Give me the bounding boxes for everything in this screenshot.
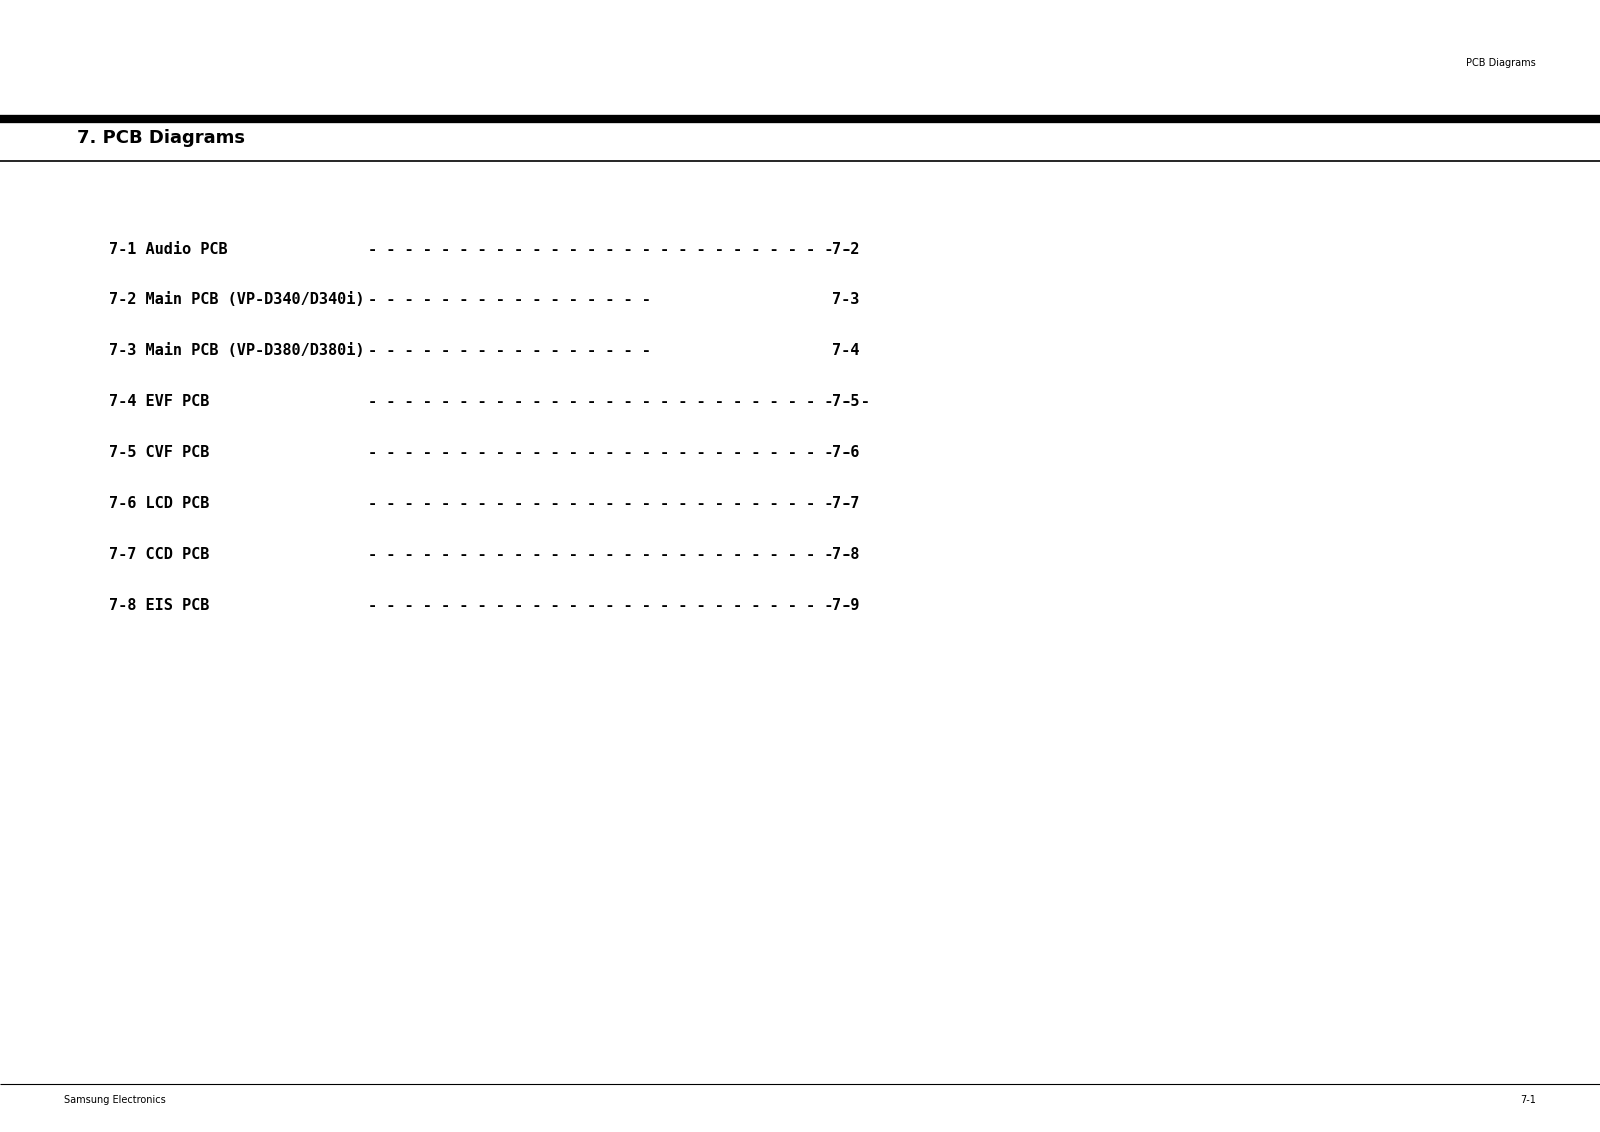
Text: - - - - - - - - - - - - - - - - - - - - - - - - - - - -: - - - - - - - - - - - - - - - - - - - - … — [368, 394, 870, 410]
Text: 7-5 CVF PCB: 7-5 CVF PCB — [109, 445, 210, 461]
Text: 7-2: 7-2 — [832, 241, 859, 257]
Text: 7-1: 7-1 — [1520, 1096, 1536, 1105]
Text: - - - - - - - - - - - - - - - - - - - - - - - - - - -: - - - - - - - - - - - - - - - - - - - - … — [368, 445, 851, 461]
Text: Samsung Electronics: Samsung Electronics — [64, 1096, 166, 1105]
Text: 7-6 LCD PCB: 7-6 LCD PCB — [109, 496, 210, 512]
Text: 7-6: 7-6 — [832, 445, 859, 461]
Text: 7-4 EVF PCB: 7-4 EVF PCB — [109, 394, 210, 410]
Text: 7-1 Audio PCB: 7-1 Audio PCB — [109, 241, 227, 257]
Text: 7-8: 7-8 — [832, 547, 859, 563]
Text: PCB Diagrams: PCB Diagrams — [1466, 58, 1536, 68]
Text: - - - - - - - - - - - - - - - -: - - - - - - - - - - - - - - - - — [368, 343, 651, 359]
Text: - - - - - - - - - - - - - - - -: - - - - - - - - - - - - - - - - — [368, 292, 651, 308]
Text: - - - - - - - - - - - - - - - - - - - - - - - - - - -: - - - - - - - - - - - - - - - - - - - - … — [368, 598, 851, 614]
Text: 7-7: 7-7 — [832, 496, 859, 512]
Text: 7-4: 7-4 — [832, 343, 859, 359]
Text: 7-5: 7-5 — [832, 394, 859, 410]
Text: 7-2 Main PCB (VP-D340/D340i): 7-2 Main PCB (VP-D340/D340i) — [109, 292, 365, 308]
Text: 7-3: 7-3 — [832, 292, 859, 308]
Text: - - - - - - - - - - - - - - - - - - - - - - - - - - -: - - - - - - - - - - - - - - - - - - - - … — [368, 547, 851, 563]
Text: 7. PCB Diagrams: 7. PCB Diagrams — [77, 129, 245, 147]
Text: 7-3 Main PCB (VP-D380/D380i): 7-3 Main PCB (VP-D380/D380i) — [109, 343, 365, 359]
Text: 7-8 EIS PCB: 7-8 EIS PCB — [109, 598, 210, 614]
Text: 7-7 CCD PCB: 7-7 CCD PCB — [109, 547, 210, 563]
Text: - - - - - - - - - - - - - - - - - - - - - - - - - - -: - - - - - - - - - - - - - - - - - - - - … — [368, 496, 851, 512]
Text: 7-9: 7-9 — [832, 598, 859, 614]
Text: - - - - - - - - - - - - - - - - - - - - - - - - - - -: - - - - - - - - - - - - - - - - - - - - … — [368, 241, 851, 257]
